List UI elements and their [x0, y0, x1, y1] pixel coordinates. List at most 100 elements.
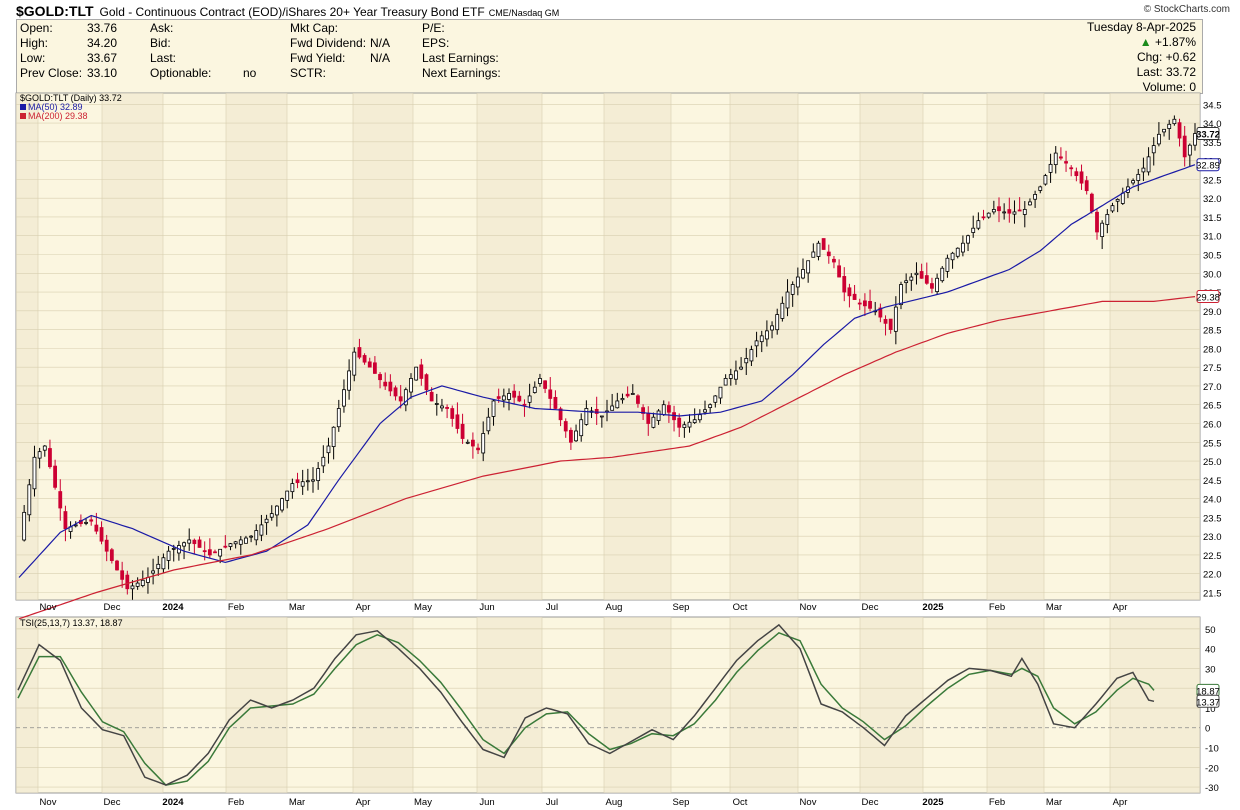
- y-tick-label: 33.0: [1203, 157, 1222, 168]
- x-tick-label: 2025: [922, 602, 944, 613]
- month-band: [860, 93, 923, 600]
- candle: [496, 396, 501, 399]
- candle: [666, 405, 671, 413]
- month-band: [730, 93, 798, 600]
- candle: [873, 310, 878, 313]
- candle: [264, 518, 269, 524]
- candle: [697, 414, 702, 421]
- field-label: High:: [20, 36, 49, 50]
- candle: [1033, 193, 1038, 200]
- ma50-tag: 32.89: [1196, 161, 1220, 172]
- candle: [115, 560, 119, 571]
- candle: [1084, 180, 1089, 192]
- candle: [883, 319, 888, 324]
- x-tick-label: Feb: [989, 797, 1005, 808]
- candle: [991, 209, 996, 213]
- candle: [507, 393, 511, 400]
- candle: [868, 301, 872, 309]
- candle: [512, 390, 517, 398]
- candle: [109, 549, 114, 561]
- candle: [331, 426, 336, 447]
- candle: [450, 408, 455, 419]
- candle: [213, 551, 217, 554]
- candle: [909, 276, 914, 281]
- ma50-tag-box: [1196, 158, 1220, 172]
- field-label: Open:: [20, 21, 53, 35]
- month-band: [860, 617, 923, 793]
- candle: [470, 439, 475, 447]
- candle: [321, 456, 326, 467]
- candle: [460, 423, 465, 439]
- x-tick-label: Nov: [40, 797, 57, 808]
- month-band: [102, 617, 163, 793]
- candle: [1162, 128, 1166, 133]
- candle: [176, 545, 181, 554]
- candle: [414, 366, 419, 381]
- candle: [744, 357, 749, 364]
- candle: [1177, 122, 1182, 139]
- candle: [522, 403, 527, 406]
- candle: [94, 524, 99, 532]
- y-tick-label: 31.5: [1203, 213, 1222, 224]
- candle: [563, 421, 568, 432]
- candle: [1053, 152, 1058, 166]
- y-tick-label: 22.0: [1203, 570, 1222, 581]
- candle: [254, 530, 259, 541]
- candle: [419, 364, 424, 379]
- x-tick-label: Mar: [1046, 797, 1062, 808]
- month-band: [477, 93, 542, 600]
- candle: [285, 490, 290, 501]
- candle: [1043, 175, 1048, 185]
- candle: [84, 521, 88, 524]
- x-tick-label: Jul: [546, 602, 558, 613]
- candle: [914, 272, 919, 276]
- candle: [893, 306, 898, 332]
- x-tick-label: May: [414, 602, 432, 613]
- candle: [104, 539, 109, 552]
- candle: [568, 429, 573, 443]
- candle: [764, 330, 769, 340]
- x-tick-label: Feb: [228, 602, 244, 613]
- candle: [630, 393, 635, 395]
- candle: [1167, 123, 1172, 129]
- candle: [99, 527, 104, 542]
- field-value: N/A: [370, 51, 391, 65]
- candle: [1058, 156, 1063, 159]
- y-tick-label: 30.0: [1203, 269, 1222, 280]
- candle: [899, 284, 903, 306]
- field-label: Bid:: [150, 36, 171, 50]
- x-tick-label: Dec: [862, 602, 879, 613]
- candle: [656, 410, 661, 421]
- y-tick-label: 24.5: [1203, 476, 1222, 487]
- candle: [135, 582, 140, 587]
- candle: [553, 396, 558, 409]
- month-band: [1110, 93, 1200, 600]
- field-label: Last Earnings:: [422, 51, 499, 65]
- candle: [120, 570, 125, 580]
- y-tick-label: 10: [1205, 704, 1216, 715]
- candle: [584, 408, 589, 425]
- candle: [821, 238, 826, 250]
- tsi-legend: TSI(25,13,7) 13.37, 18.87: [20, 618, 123, 628]
- candle: [672, 412, 676, 421]
- candle: [599, 415, 604, 418]
- candle: [1064, 161, 1068, 164]
- x-tick-label: May: [414, 797, 432, 808]
- legend-swatch-ma50: [20, 104, 26, 110]
- symbol-description: Gold - Continuous Contract (EOD)/iShares…: [99, 5, 485, 19]
- candle: [383, 381, 388, 387]
- y-tick-label: 25.5: [1203, 438, 1222, 449]
- y-tick-label: 31.0: [1203, 232, 1222, 243]
- indicator-panel: [15, 616, 1201, 794]
- y-tick-label: 0: [1205, 724, 1210, 735]
- month-band: [102, 93, 163, 600]
- candle: [728, 374, 733, 379]
- candle: [930, 283, 934, 289]
- y-tick-label: -20: [1205, 763, 1219, 774]
- candle: [305, 480, 310, 483]
- candle: [27, 484, 32, 516]
- field-value: no: [243, 66, 257, 80]
- candle: [636, 395, 640, 404]
- candle: [192, 539, 197, 545]
- candle: [579, 419, 584, 437]
